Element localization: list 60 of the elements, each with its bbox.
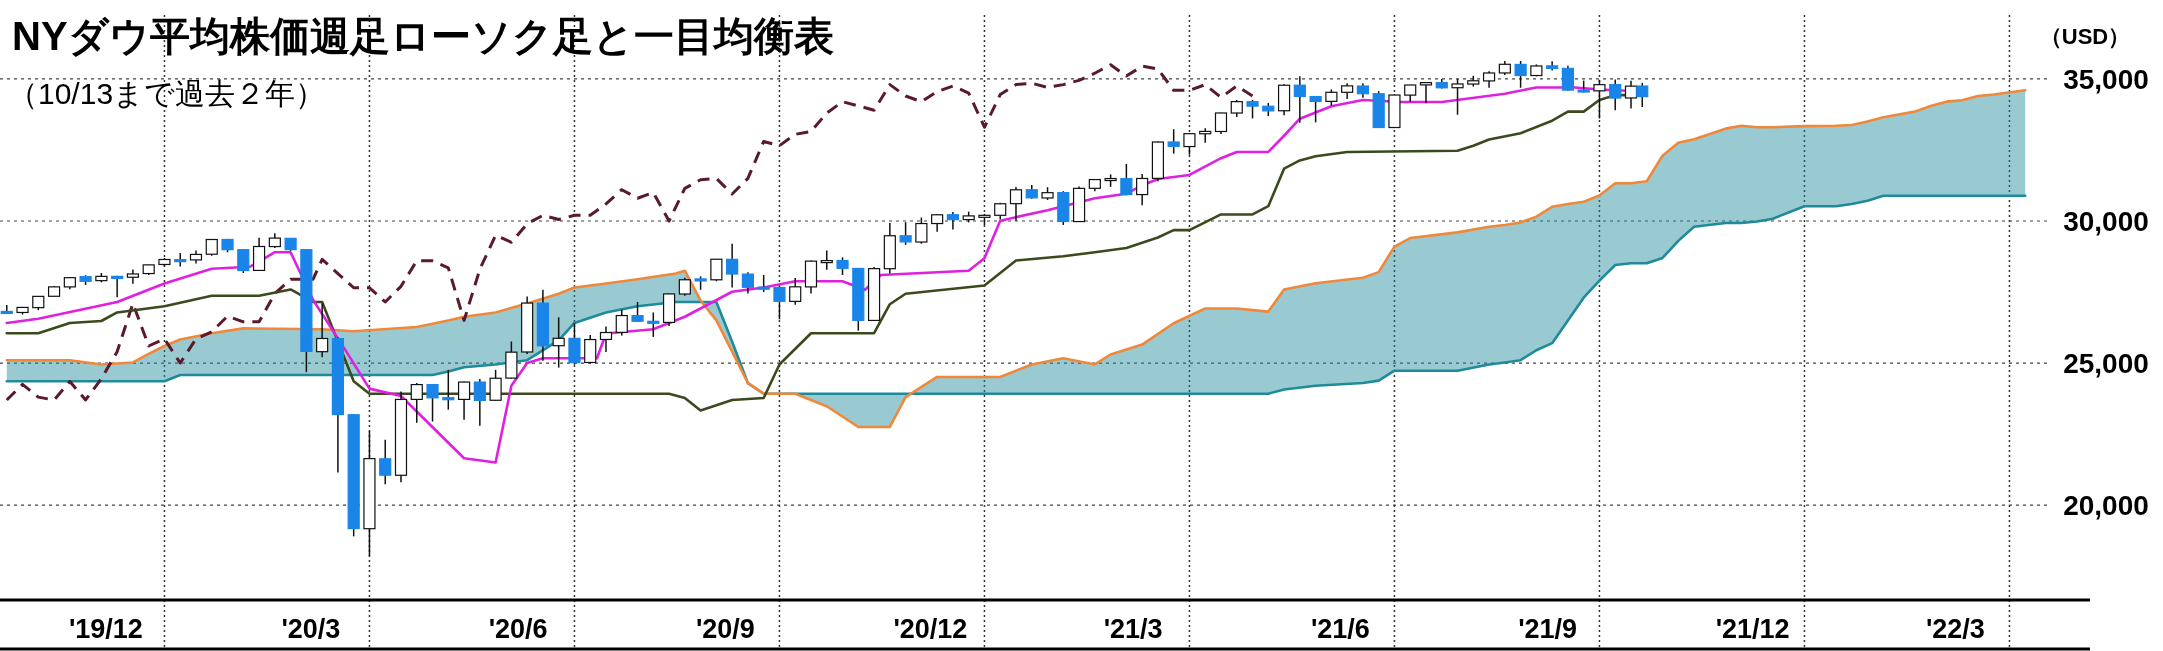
candlestick bbox=[1246, 99, 1259, 120]
chart-title: NYダウ平均株価週足ローソク足と一目均衡表 bbox=[12, 14, 834, 58]
candlestick bbox=[789, 277, 802, 306]
x-tick-label: '20/9 bbox=[695, 614, 755, 644]
candlestick bbox=[1167, 128, 1180, 155]
candlestick bbox=[1214, 111, 1228, 135]
candlestick bbox=[1136, 173, 1149, 207]
candlestick bbox=[1183, 132, 1196, 156]
text: （10/13まで過去２年） bbox=[8, 77, 326, 110]
candlestick bbox=[615, 308, 628, 337]
y-tick-label: 35,000 bbox=[2063, 63, 2149, 95]
candlestick bbox=[426, 383, 439, 423]
y-tick-label: 25,000 bbox=[2063, 348, 2149, 380]
candlestick bbox=[1293, 75, 1306, 124]
candlestick bbox=[1609, 78, 1622, 111]
candlestick bbox=[552, 316, 565, 369]
y-axis-title: （USD） bbox=[2039, 24, 2131, 49]
candlestick bbox=[473, 378, 486, 427]
candlestick bbox=[1419, 81, 1433, 105]
candlestick bbox=[410, 382, 423, 424]
candlestick bbox=[1309, 95, 1322, 124]
candlestick bbox=[584, 334, 597, 365]
x-tick-label: '21/3 bbox=[1103, 614, 1163, 644]
x-tick-label: '21/6 bbox=[1310, 614, 1370, 644]
candlestick bbox=[252, 237, 266, 272]
candlestick bbox=[1514, 60, 1527, 89]
candlestick bbox=[489, 369, 502, 402]
x-tick-label: '22/3 bbox=[1925, 614, 1985, 644]
candlestick bbox=[442, 369, 455, 411]
candlestick bbox=[174, 252, 187, 268]
candlestick bbox=[237, 248, 250, 274]
candlestick bbox=[946, 211, 960, 231]
candlestick bbox=[0, 304, 13, 315]
candlestick bbox=[379, 439, 392, 486]
x-tick-label: '19/12 bbox=[68, 614, 143, 644]
candlestick bbox=[1451, 78, 1464, 116]
x-tick-label: '20/12 bbox=[893, 614, 968, 644]
candlestick bbox=[1624, 79, 1638, 110]
candlestick bbox=[316, 302, 329, 359]
candlestick bbox=[741, 271, 755, 295]
candlestick bbox=[915, 216, 928, 245]
candlestick bbox=[457, 380, 471, 421]
x-tick-label: '21/12 bbox=[1715, 614, 1790, 644]
x-tick-label: '20/3 bbox=[281, 614, 341, 644]
candlestick bbox=[647, 311, 660, 338]
candlestick bbox=[773, 285, 786, 321]
y-tick-label: 30,000 bbox=[2063, 205, 2149, 237]
candlestick bbox=[820, 249, 833, 271]
candlestick bbox=[710, 258, 723, 282]
y-tick-label: 20,000 bbox=[2063, 490, 2149, 522]
x-tick-label: '20/6 bbox=[488, 614, 548, 644]
candlestick bbox=[1120, 163, 1133, 197]
candlestick bbox=[631, 301, 644, 323]
candlestick bbox=[599, 325, 613, 353]
candlestick bbox=[1593, 79, 1606, 120]
candlestick bbox=[726, 242, 739, 289]
candlestick bbox=[1009, 186, 1023, 222]
candlestick bbox=[1561, 65, 1575, 92]
candlestick bbox=[899, 221, 912, 246]
x-tick-label: '21/9 bbox=[1518, 614, 1578, 644]
